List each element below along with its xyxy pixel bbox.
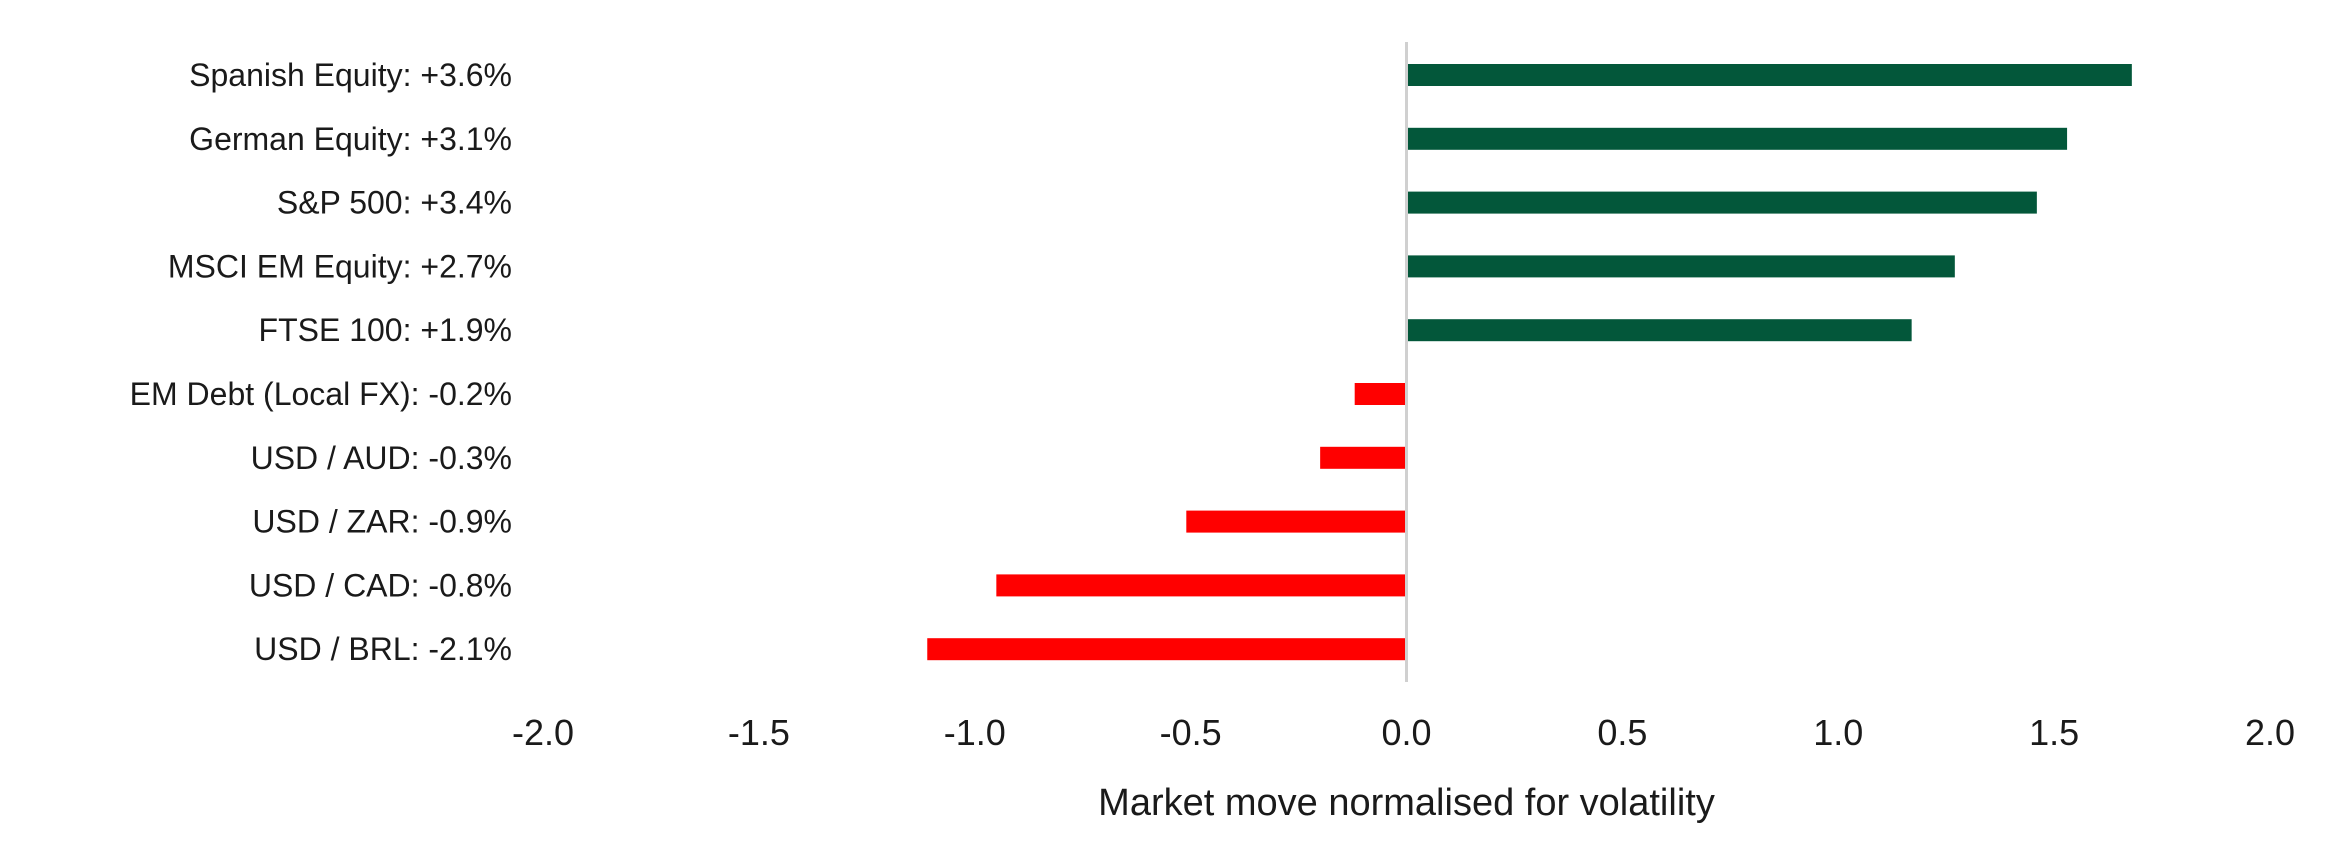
x-tick-label-4: 0.0: [1381, 712, 1431, 753]
x-axis-title: Market move normalised for volatility: [1098, 782, 1715, 824]
bar-8: [996, 574, 1407, 597]
bar-4: [1406, 319, 1912, 342]
category-label-9: USD / BRL: -2.1%: [254, 631, 512, 667]
x-tick-label-0: -2.0: [512, 712, 574, 753]
bar-6: [1320, 446, 1407, 469]
category-label-5: EM Debt (Local FX): -0.2%: [130, 376, 512, 412]
category-label-6: USD / AUD: -0.3%: [251, 440, 512, 476]
bar-5: [1354, 383, 1407, 405]
x-tick-label-1: -1.5: [728, 712, 790, 753]
bar-3: [1406, 255, 1955, 278]
x-tick-label-5: 0.5: [1597, 712, 1647, 753]
x-tick-label-2: -1.0: [944, 712, 1006, 753]
category-labels: Spanish Equity: +3.6% German Equity: +3.1…: [130, 57, 512, 667]
x-tick-label-3: -0.5: [1160, 712, 1222, 753]
category-label-8: USD / CAD: -0.8%: [249, 567, 512, 603]
x-tick-label-6: 1.0: [1813, 712, 1863, 753]
category-label-0: Spanish Equity: +3.6%: [189, 57, 512, 93]
category-label-7: USD / ZAR: -0.9%: [252, 504, 512, 540]
bar-7: [1186, 510, 1407, 533]
x-tick-label-8: 2.0: [2245, 712, 2295, 753]
bar-9: [927, 638, 1407, 661]
x-tick-label-7: 1.5: [2029, 712, 2079, 753]
x-axis-tick-labels: -2.0 -1.5 -1.0 -0.5 0.0 0.5 1.0 1.5 2.0: [512, 712, 2295, 753]
bar-2: [1406, 191, 2037, 214]
category-label-1: German Equity: +3.1%: [189, 121, 512, 157]
category-label-2: S&P 500: +3.4%: [277, 185, 512, 221]
bars-group: [927, 64, 2132, 661]
category-label-3: MSCI EM Equity: +2.7%: [168, 248, 512, 284]
category-label-4: FTSE 100: +1.9%: [259, 312, 512, 348]
bar-1: [1406, 127, 2068, 150]
bar-0: [1406, 64, 2132, 86]
